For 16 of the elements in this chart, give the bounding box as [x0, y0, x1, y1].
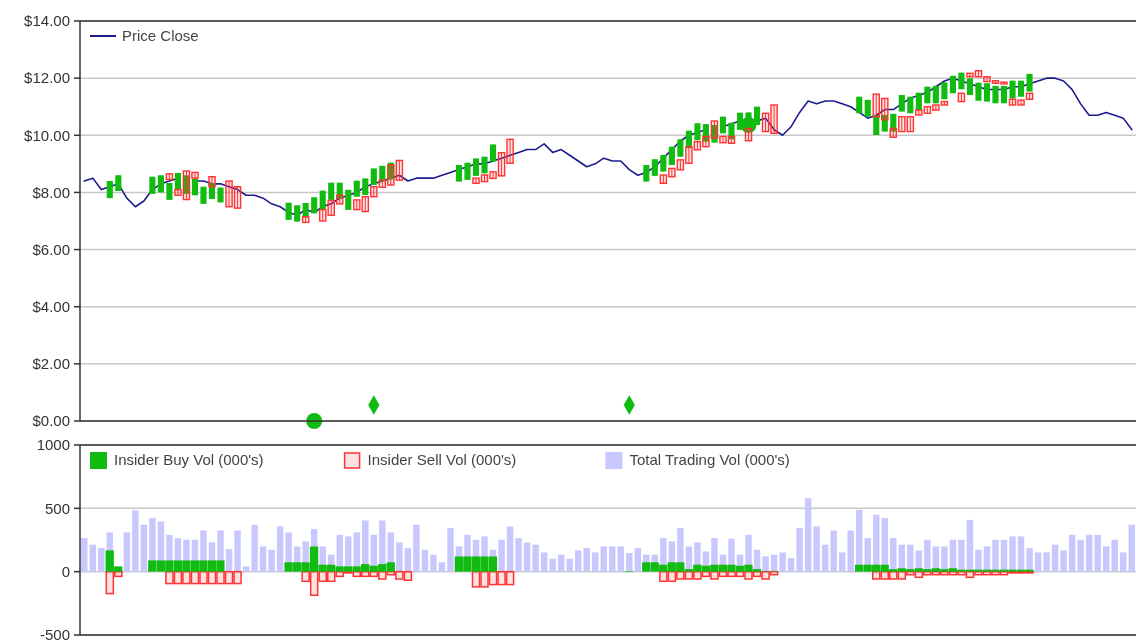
y-tick-label: $6.00	[32, 240, 70, 258]
legend-label: Price Close	[122, 27, 199, 45]
y-tick-label: $14.00	[24, 12, 70, 30]
y-tick-label: 0	[61, 562, 70, 580]
legend-label: Insider Sell Vol (000's)	[367, 451, 517, 469]
y-tick-label: 1000	[36, 436, 70, 454]
y-tick-label: $10.00	[24, 126, 70, 144]
y-tick-label: $8.00	[32, 183, 70, 201]
y-tick-label: $12.00	[24, 69, 70, 87]
y-tick-label: 500	[44, 499, 70, 517]
legend-label: Total Trading Vol (000's)	[629, 451, 790, 469]
y-tick-label: $4.00	[32, 297, 70, 315]
y-tick-label: -500	[39, 626, 70, 642]
legend-label: Insider Buy Vol (000's)	[114, 451, 264, 469]
y-tick-label: $0.00	[32, 412, 70, 430]
y-tick-label: $2.00	[32, 355, 70, 373]
